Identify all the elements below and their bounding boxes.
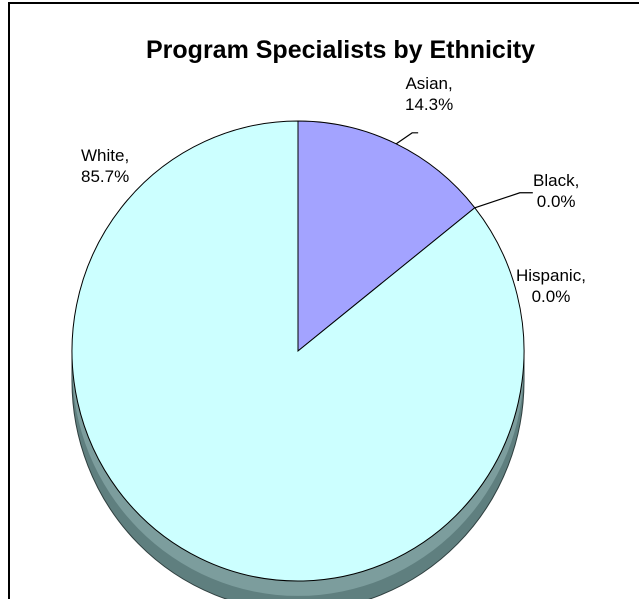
slice-label-black-name: Black, [533, 171, 580, 190]
slice-label-black: Black, 0.0% [533, 170, 579, 212]
slice-label-black-value: 0.0% [536, 192, 576, 211]
pie-slice-white [71, 120, 525, 582]
leader-lines [395, 132, 533, 209]
slice-label-asian: Asian, 14.3% [405, 73, 453, 115]
slice-label-hispanic-value: 0.0% [531, 287, 571, 306]
slice-label-asian-name: Asian, [405, 74, 453, 93]
leader-line-asian [395, 132, 419, 145]
slice-label-hispanic-name: Hispanic, [516, 266, 586, 285]
slice-label-white: White, 85.7% [81, 145, 129, 187]
pie-layer [71, 120, 525, 599]
chart-title: Program Specialists by Ethnicity [146, 36, 536, 64]
pie-slice-asian [297, 120, 476, 353]
leader-line-black [474, 192, 533, 209]
slice-label-white-value: 85.7% [81, 167, 130, 186]
slice-label-hispanic: Hispanic, 0.0% [516, 265, 586, 307]
slice-label-white-name: White, [81, 146, 130, 165]
slice-label-asian-value: 14.3% [405, 95, 454, 114]
